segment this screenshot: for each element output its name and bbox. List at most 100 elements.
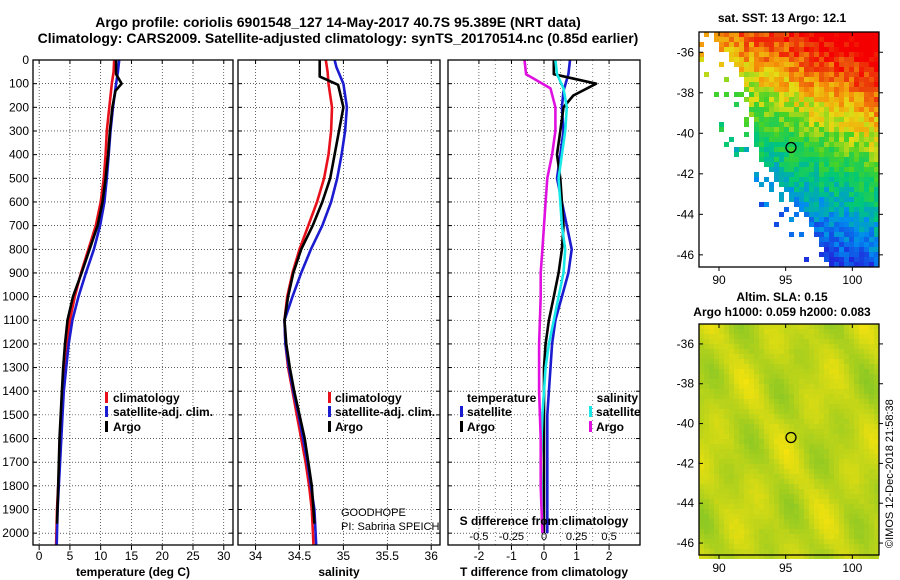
sla-cell bbox=[744, 434, 749, 439]
sst-cell bbox=[799, 197, 804, 202]
sla-cell bbox=[864, 519, 869, 524]
sst-cell bbox=[799, 82, 804, 87]
sla-cell bbox=[789, 414, 794, 419]
sst-cell bbox=[854, 162, 859, 167]
sst-cell bbox=[739, 42, 744, 47]
y-tick-label: 0 bbox=[22, 53, 29, 67]
sst-cell bbox=[769, 127, 774, 132]
sla-cell bbox=[699, 489, 704, 494]
sla-cell bbox=[824, 379, 829, 384]
sst-cell bbox=[839, 187, 844, 192]
sla-cell bbox=[729, 544, 734, 549]
sla-cell bbox=[804, 489, 809, 494]
sst-cell bbox=[834, 167, 839, 172]
sst-cell bbox=[779, 132, 784, 137]
sla-cell bbox=[739, 439, 744, 444]
sla-cell bbox=[844, 474, 849, 479]
sst-cell bbox=[829, 222, 834, 227]
sla-cell bbox=[814, 539, 819, 544]
sst-cell bbox=[829, 252, 834, 257]
sla-cell bbox=[739, 354, 744, 359]
sst-cell bbox=[869, 132, 874, 137]
sla-cell bbox=[739, 409, 744, 414]
sla-cell bbox=[849, 444, 854, 449]
sst-cell bbox=[829, 72, 834, 77]
sla-cell bbox=[854, 454, 859, 459]
sla-cell bbox=[749, 359, 754, 364]
sla-cell bbox=[704, 459, 709, 464]
sst-cell bbox=[854, 112, 859, 117]
sla-cell bbox=[729, 374, 734, 379]
sst-cell bbox=[769, 117, 774, 122]
sla-cell bbox=[744, 414, 749, 419]
sla-cell bbox=[774, 519, 779, 524]
sst-cell bbox=[839, 97, 844, 102]
sst-cell bbox=[769, 157, 774, 162]
sla-cell bbox=[779, 499, 784, 504]
sla-cell bbox=[699, 484, 704, 489]
sst-cell bbox=[779, 162, 784, 167]
sla-cell bbox=[804, 474, 809, 479]
x-tick-label: 1 bbox=[573, 549, 580, 563]
sla-cell bbox=[764, 459, 769, 464]
sst-map: 90 95 100-36-38-40-42-44-46 bbox=[677, 31, 883, 287]
sst-cell bbox=[804, 167, 809, 172]
sst-cell bbox=[799, 107, 804, 112]
sla-cell bbox=[824, 404, 829, 409]
sst-cell bbox=[774, 92, 779, 97]
sla-cell bbox=[699, 449, 704, 454]
sla-cell bbox=[849, 429, 854, 434]
sla-cell bbox=[789, 534, 794, 539]
sla-cell bbox=[819, 394, 824, 399]
sst-cell bbox=[844, 247, 849, 252]
sla-cell bbox=[729, 474, 734, 479]
sla-cell bbox=[809, 354, 814, 359]
difference-legend: temperature salinity satellite Argo sate… bbox=[460, 391, 641, 434]
sst-cell bbox=[859, 82, 864, 87]
sla-cell bbox=[754, 374, 759, 379]
sst-cell bbox=[774, 162, 779, 167]
sst-cell bbox=[824, 247, 829, 252]
x-tick-label: 25 bbox=[186, 549, 200, 563]
x-tick-label: 10 bbox=[94, 549, 108, 563]
sst-cell bbox=[844, 122, 849, 127]
sla-cell bbox=[749, 339, 754, 344]
sla-cell bbox=[809, 349, 814, 354]
sst-cell bbox=[849, 167, 854, 172]
sst-cell bbox=[774, 62, 779, 67]
sla-cell bbox=[814, 529, 819, 534]
sla-cell bbox=[749, 534, 754, 539]
sla-cell bbox=[819, 434, 824, 439]
sla-cell bbox=[809, 369, 814, 374]
sst-cell bbox=[804, 97, 809, 102]
sla-cell bbox=[874, 554, 879, 559]
sla-cell bbox=[869, 364, 874, 369]
sst-cell bbox=[724, 47, 729, 52]
sst-cell bbox=[809, 97, 814, 102]
sla-cell bbox=[839, 554, 844, 559]
sla-cell bbox=[874, 354, 879, 359]
sla-cell bbox=[829, 389, 834, 394]
sst-cell bbox=[839, 157, 844, 162]
sst-cell bbox=[789, 57, 794, 62]
sla-cell bbox=[804, 479, 809, 484]
y-tick-label: 1500 bbox=[2, 408, 29, 422]
sla-cell bbox=[869, 379, 874, 384]
sst-cell bbox=[849, 32, 854, 37]
sla-cell bbox=[724, 524, 729, 529]
sst-cell bbox=[774, 137, 779, 142]
sla-cell bbox=[709, 449, 714, 454]
sla-cell bbox=[824, 399, 829, 404]
sla-cell bbox=[754, 389, 759, 394]
sla-cell bbox=[784, 529, 789, 534]
sla-cell bbox=[799, 449, 804, 454]
sla-cell bbox=[739, 549, 744, 554]
sla-cell bbox=[699, 329, 704, 334]
sst-cell bbox=[834, 92, 839, 97]
sla-cell bbox=[724, 364, 729, 369]
sst-cell bbox=[779, 32, 784, 37]
sla-cell bbox=[859, 349, 864, 354]
sla-cell bbox=[839, 424, 844, 429]
sla-cell bbox=[749, 499, 754, 504]
sla-cell bbox=[764, 444, 769, 449]
